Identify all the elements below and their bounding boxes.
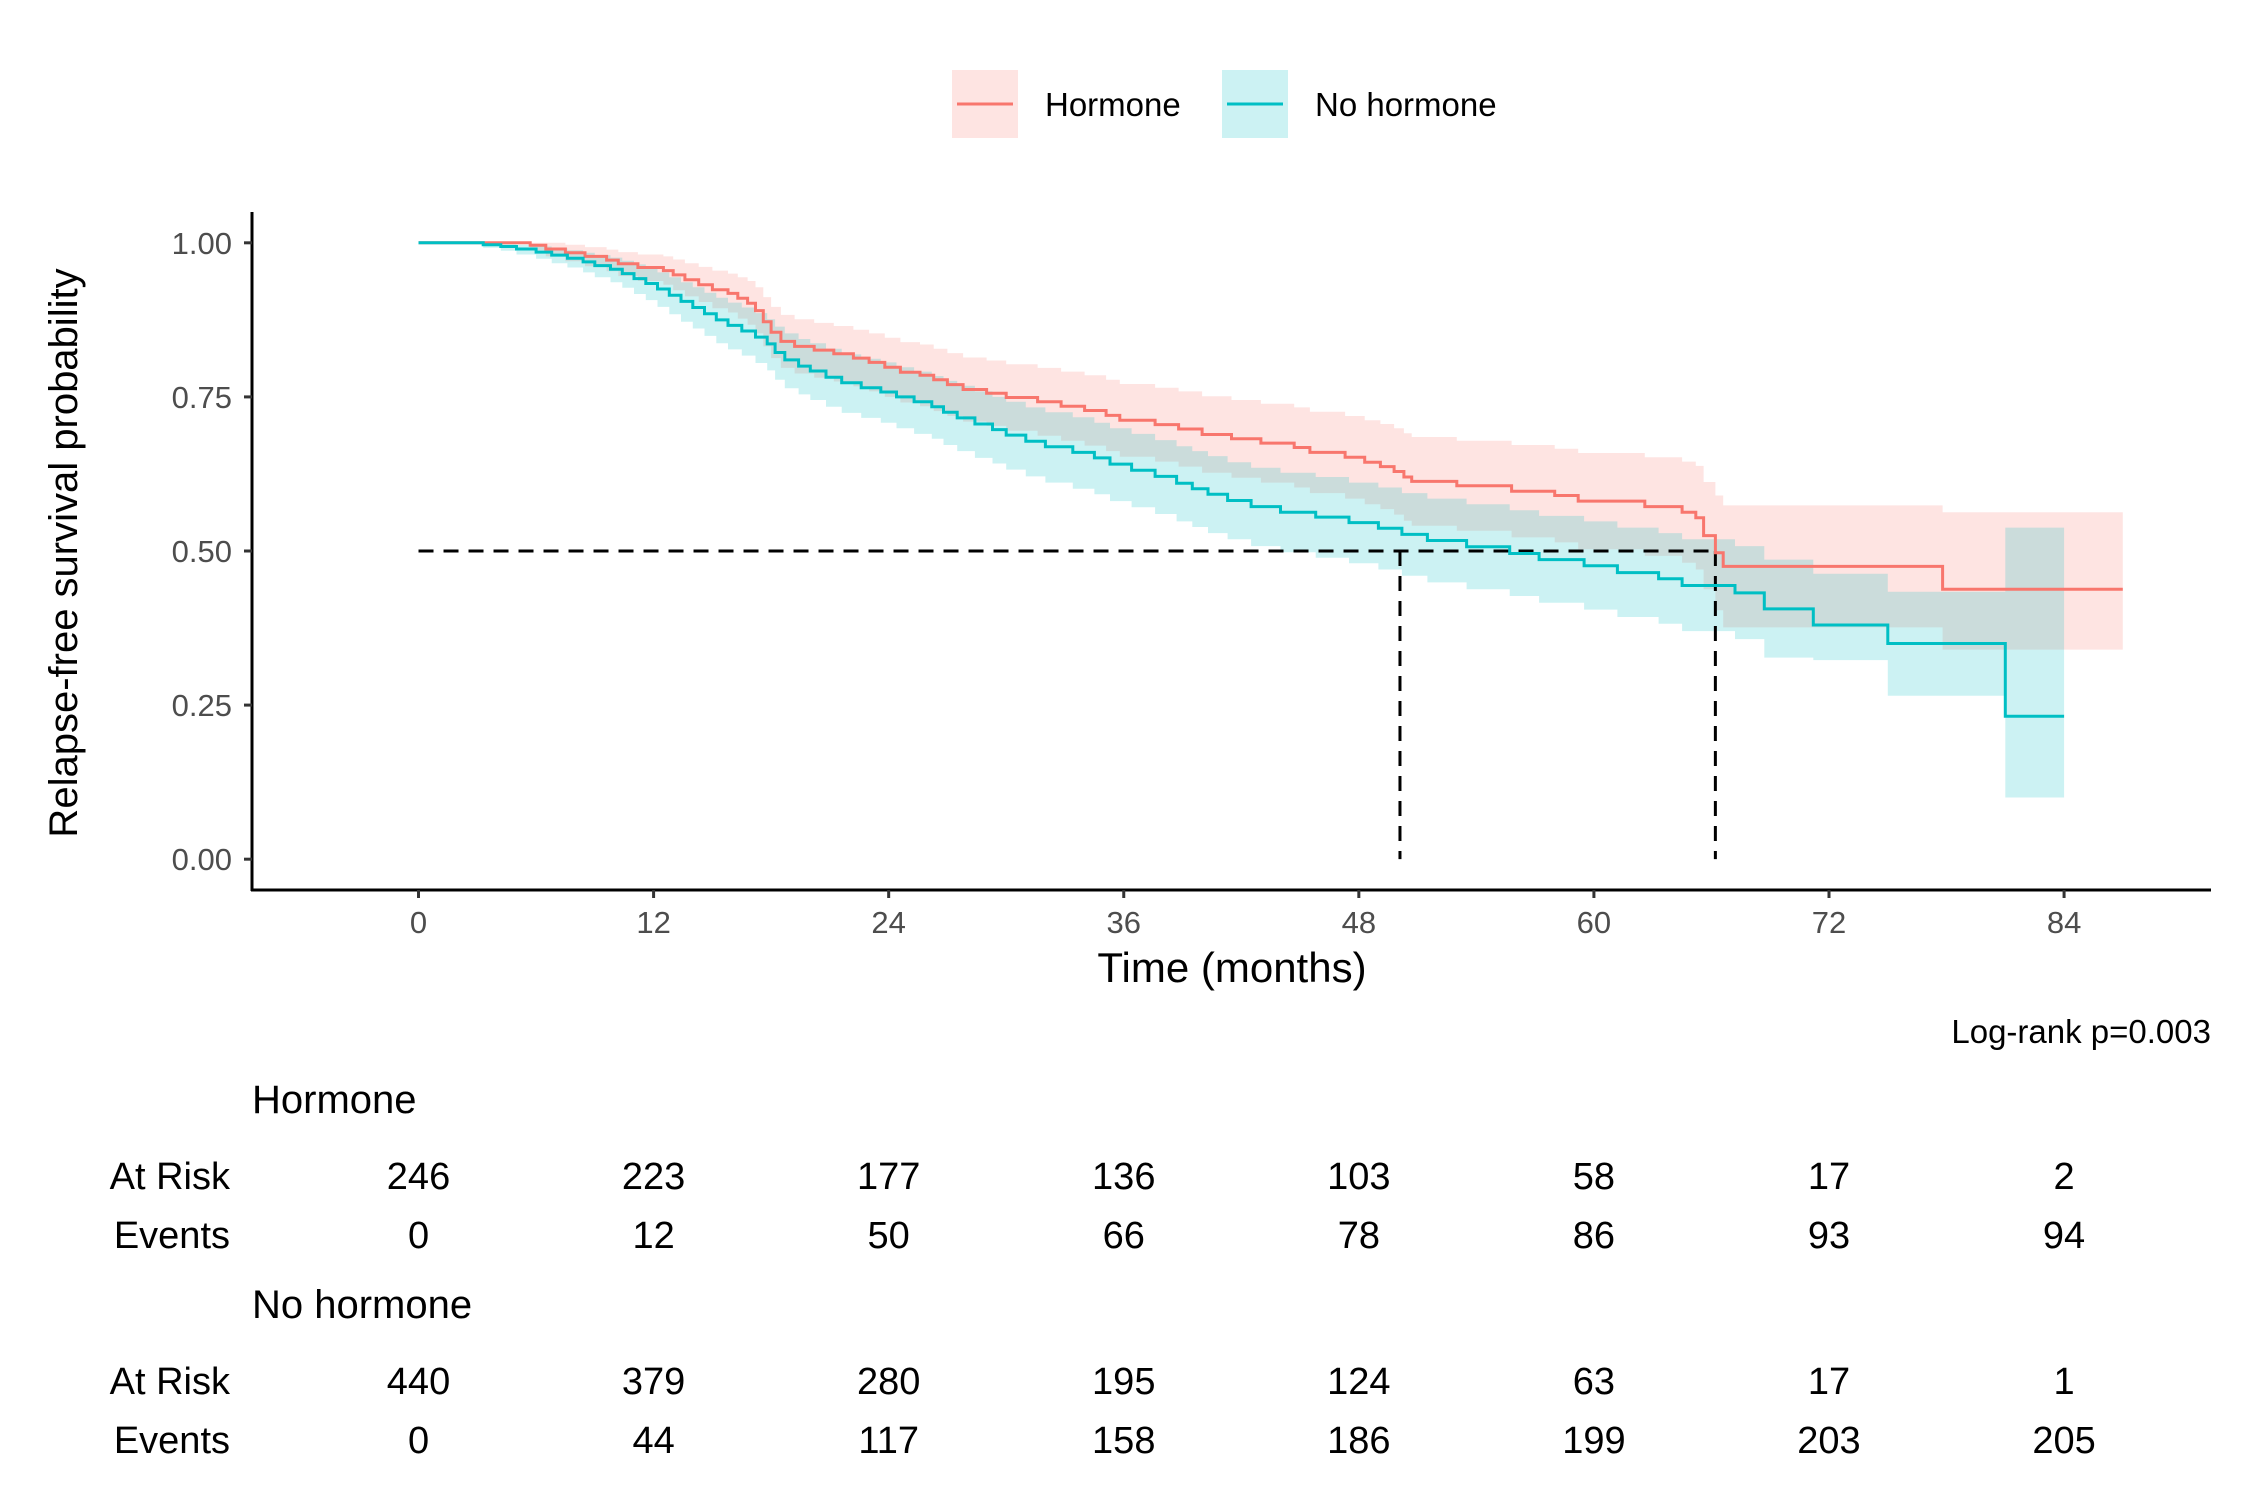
risk-table-cell: 136 — [1092, 1156, 1155, 1198]
risk-table-cell: 58 — [1573, 1156, 1615, 1198]
confidence-bands — [418, 242, 2123, 798]
risk-table-cell: 246 — [387, 1156, 450, 1198]
hormone-confidence-band — [418, 242, 2123, 650]
risk-table-cell: 117 — [858, 1420, 919, 1462]
y-ticks: 0.00 0.25 0.50 0.75 1.00 — [172, 226, 252, 877]
risk-table-cell: 93 — [1808, 1215, 1850, 1257]
x-axis-label: Time (months) — [1097, 944, 1366, 991]
risk-table-cell: 440 — [387, 1361, 450, 1403]
risk-table-cell: 63 — [1573, 1361, 1615, 1403]
x-ticks: 0 12 24 36 48 60 72 84 — [410, 890, 2081, 940]
y-tick-label: 0.00 — [172, 842, 232, 877]
risk-table-cell: 0 — [408, 1420, 429, 1462]
risk-table-cell: 379 — [622, 1361, 685, 1403]
no-hormone-survival-curve — [418, 241, 2065, 718]
risk-table-cell: 94 — [2043, 1215, 2085, 1257]
risk-table-cell: 44 — [632, 1420, 674, 1462]
x-tick-label: 12 — [636, 905, 670, 940]
risk-table-cell: 199 — [1562, 1420, 1625, 1462]
risk-table-row-events: Events 0 44 117 158 186 199 203 205 — [114, 1420, 2096, 1462]
hormone-survival-curve — [418, 241, 2123, 591]
risk-table-row-events: Events 0 12 50 66 78 86 93 94 — [114, 1215, 2085, 1257]
risk-table-row-label: At Risk — [110, 1361, 231, 1403]
risk-table-cell: 158 — [1092, 1420, 1155, 1462]
x-tick-label: 72 — [1812, 905, 1846, 940]
risk-table-cell: 12 — [632, 1215, 674, 1257]
risk-table-cell: 50 — [868, 1215, 910, 1257]
risk-table-cell: 1 — [2054, 1361, 2075, 1403]
risk-table-row-label: Events — [114, 1420, 230, 1462]
y-tick-label: 1.00 — [172, 226, 232, 261]
risk-table-group-title: No hormone — [252, 1283, 472, 1327]
risk-table-cell: 280 — [857, 1361, 920, 1403]
y-tick-label: 0.75 — [172, 380, 232, 415]
risk-table-row-at-risk: At Risk 440 379 280 195 124 63 17 1 — [110, 1361, 2075, 1403]
risk-table-group-title: Hormone — [252, 1078, 417, 1122]
legend: Hormone No hormone — [952, 70, 1497, 138]
risk-table-row-at-risk: At Risk 246 223 177 136 103 58 17 2 — [110, 1156, 2075, 1198]
risk-table-cell: 186 — [1327, 1420, 1390, 1462]
x-tick-label: 0 — [410, 905, 427, 940]
median-survival-lines — [418, 549, 1717, 860]
x-tick-label: 36 — [1107, 905, 1141, 940]
risk-table-row-label: At Risk — [110, 1156, 231, 1198]
y-tick-label: 0.25 — [172, 688, 232, 723]
x-tick-label: 84 — [2047, 905, 2081, 940]
risk-table-cell: 103 — [1327, 1156, 1390, 1198]
risk-table-cell: 0 — [408, 1215, 429, 1257]
log-rank-annotation: Log-rank p=0.003 — [1951, 1013, 2211, 1050]
y-axis-label: Relapse-free survival probability — [42, 268, 86, 837]
axes: 0.00 0.25 0.50 0.75 1.00 0 12 24 36 48 60 72 84 Tim… — [42, 212, 2211, 1050]
y-tick-label: 0.50 — [172, 534, 232, 569]
risk-table-cell: 223 — [622, 1156, 685, 1198]
risk-table-cell: 124 — [1327, 1361, 1390, 1403]
no-hormone-confidence-band — [418, 242, 2065, 798]
risk-table-cell: 177 — [857, 1156, 920, 1198]
risk-table-cell: 86 — [1573, 1215, 1615, 1257]
plot-area — [418, 241, 2123, 860]
x-tick-label: 48 — [1342, 905, 1376, 940]
x-tick-label: 24 — [871, 905, 905, 940]
risk-table-cell: 17 — [1808, 1361, 1850, 1403]
risk-table-cell: 2 — [2054, 1156, 2075, 1198]
x-tick-label: 60 — [1577, 905, 1611, 940]
risk-table-cell: 66 — [1103, 1215, 1145, 1257]
risk-table-cell: 205 — [2032, 1420, 2095, 1462]
risk-table-cell: 78 — [1338, 1215, 1380, 1257]
survival-curves — [418, 241, 2123, 718]
legend-label: No hormone — [1315, 86, 1497, 123]
risk-table-cell: 195 — [1092, 1361, 1155, 1403]
risk-table: Hormone At Risk 246 223 177 136 103 58 17 2 Events… — [110, 1078, 2096, 1462]
legend-item-hormone: Hormone — [952, 70, 1181, 138]
risk-table-cell: 203 — [1797, 1420, 1860, 1462]
legend-label: Hormone — [1045, 86, 1181, 123]
risk-table-cell: 17 — [1808, 1156, 1850, 1198]
risk-table-row-label: Events — [114, 1215, 230, 1257]
risk-table-group-hormone: Hormone At Risk 246 223 177 136 103 58 17 2 Events… — [110, 1078, 2086, 1257]
legend-item-no-hormone: No hormone — [1222, 70, 1497, 138]
